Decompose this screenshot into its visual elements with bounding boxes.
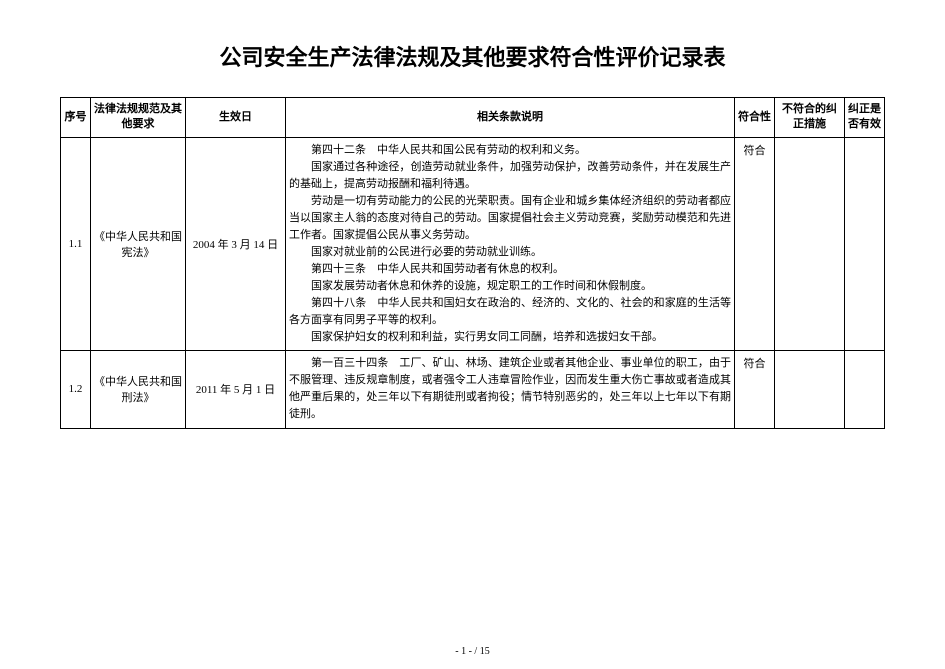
cell-effective <box>845 351 885 428</box>
cell-effective <box>845 137 885 351</box>
cell-date: 2004 年 3 月 14 日 <box>186 137 286 351</box>
col-header-effective: 纠正是否有效 <box>845 98 885 138</box>
table-row: 1.1 《中华人民共和国宪法》 2004 年 3 月 14 日 第四十二条 中华… <box>61 137 885 351</box>
page-footer: - 1 - / 15 <box>0 646 945 657</box>
desc-content: 第一百三十四条 工厂、矿山、林场、建筑企业或者其他企业、事业单位的职工，由于不服… <box>289 355 731 423</box>
desc-content: 第四十二条 中华人民共和国公民有劳动的权利和义务。 国家通过各种途径，创造劳动就… <box>289 142 731 347</box>
cell-corrective <box>775 351 845 428</box>
col-header-conformity: 符合性 <box>735 98 775 138</box>
col-header-date: 生效日 <box>186 98 286 138</box>
cell-seq: 1.1 <box>61 137 91 351</box>
desc-line: 国家发展劳动者休息和休养的设施，规定职工的工作时间和休假制度。 <box>289 278 731 295</box>
col-header-corrective: 不符合的纠正措施 <box>775 98 845 138</box>
col-header-seq: 序号 <box>61 98 91 138</box>
desc-line: 国家通过各种途径，创造劳动就业条件，加强劳动保护，改善劳动条件，并在发展生产的基… <box>289 159 731 193</box>
cell-corrective <box>775 137 845 351</box>
page-title: 公司安全生产法律法规及其他要求符合性评价记录表 <box>60 40 885 72</box>
cell-name: 《中华人民共和国宪法》 <box>91 137 186 351</box>
cell-conformity: 符合 <box>735 137 775 351</box>
desc-line: 劳动是一切有劳动能力的公民的光荣职责。国有企业和城乡集体经济组织的劳动者都应当以… <box>289 193 731 244</box>
compliance-table: 序号 法律法规规范及其他要求 生效日 相关条款说明 符合性 不符合的纠正措施 纠… <box>60 97 885 429</box>
cell-date: 2011 年 5 月 1 日 <box>186 351 286 428</box>
cell-seq: 1.2 <box>61 351 91 428</box>
col-header-name: 法律法规规范及其他要求 <box>91 98 186 138</box>
desc-line: 第一百三十四条 工厂、矿山、林场、建筑企业或者其他企业、事业单位的职工，由于不服… <box>289 355 731 423</box>
table-row: 1.2 《中华人民共和国刑法》 2011 年 5 月 1 日 第一百三十四条 工… <box>61 351 885 428</box>
cell-conformity: 符合 <box>735 351 775 428</box>
desc-line: 国家保护妇女的权利和利益，实行男女同工同酬，培养和选拔妇女干部。 <box>289 329 731 346</box>
desc-line: 第四十三条 中华人民共和国劳动者有休息的权利。 <box>289 261 731 278</box>
cell-desc: 第一百三十四条 工厂、矿山、林场、建筑企业或者其他企业、事业单位的职工，由于不服… <box>286 351 735 428</box>
cell-name: 《中华人民共和国刑法》 <box>91 351 186 428</box>
col-header-desc: 相关条款说明 <box>286 98 735 138</box>
desc-line: 第四十二条 中华人民共和国公民有劳动的权利和义务。 <box>289 142 731 159</box>
desc-line: 第四十八条 中华人民共和国妇女在政治的、经济的、文化的、社会的和家庭的生活等各方… <box>289 295 731 329</box>
cell-desc: 第四十二条 中华人民共和国公民有劳动的权利和义务。 国家通过各种途径，创造劳动就… <box>286 137 735 351</box>
table-header-row: 序号 法律法规规范及其他要求 生效日 相关条款说明 符合性 不符合的纠正措施 纠… <box>61 98 885 138</box>
desc-line: 国家对就业前的公民进行必要的劳动就业训练。 <box>289 244 731 261</box>
